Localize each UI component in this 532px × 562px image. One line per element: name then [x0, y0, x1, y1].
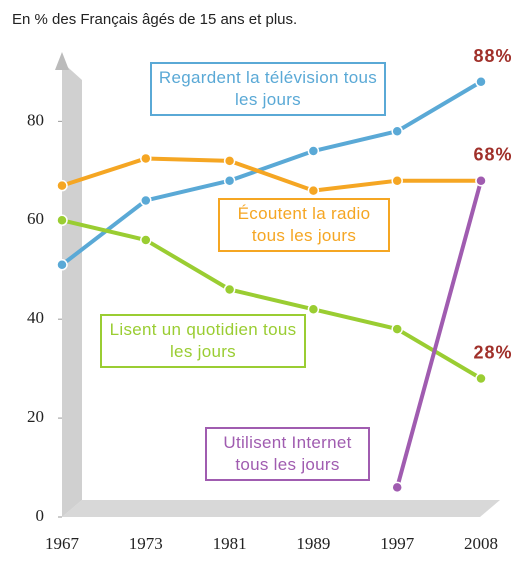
y-tick-label: 80 [27, 110, 44, 129]
point [307, 303, 320, 316]
x-tick-label: 1997 [380, 534, 415, 553]
x-tick-label: 1981 [213, 534, 247, 553]
y-tick-label: 0 [36, 506, 45, 525]
point [140, 194, 152, 207]
axis-arrow [55, 52, 69, 70]
value-label: 28% [473, 343, 512, 363]
series-label: Regardent la télévision tous les jours [150, 62, 386, 116]
series-line [61, 156, 481, 193]
point [475, 76, 487, 88]
value-label: 68% [473, 145, 512, 165]
value-label: 88% [473, 46, 512, 66]
point [56, 214, 68, 227]
point [140, 234, 152, 246]
point [391, 481, 403, 494]
series-label: Lisent un quotidien tous les jours [100, 314, 306, 368]
chart-title: En % des Français âgés de 15 ans et plus… [12, 11, 297, 28]
point [223, 174, 236, 187]
point [391, 323, 403, 335]
point [223, 283, 236, 296]
x-tick-label: 2008 [464, 534, 498, 553]
point [307, 184, 320, 197]
wall [62, 62, 82, 517]
series-line [395, 180, 483, 488]
point [475, 372, 487, 385]
point [223, 155, 236, 167]
y-tick-label: 40 [27, 308, 44, 327]
point [475, 174, 487, 187]
point [140, 152, 152, 165]
x-tick-label: 1989 [296, 534, 330, 553]
point [391, 174, 403, 187]
point [307, 145, 320, 157]
series-label: Utilisent Internet tous les jours [205, 427, 370, 481]
point [56, 259, 68, 271]
point [56, 179, 68, 192]
x-tick-label: 1967 [45, 534, 80, 553]
series-line [60, 80, 483, 267]
series-label: Écoutent la radio tous les jours [218, 198, 390, 252]
y-tick-label: 60 [27, 209, 44, 228]
y-tick-label: 20 [27, 407, 44, 426]
series-line [61, 218, 483, 381]
floor [62, 500, 500, 517]
point [391, 125, 403, 137]
x-tick-label: 1973 [129, 534, 163, 553]
